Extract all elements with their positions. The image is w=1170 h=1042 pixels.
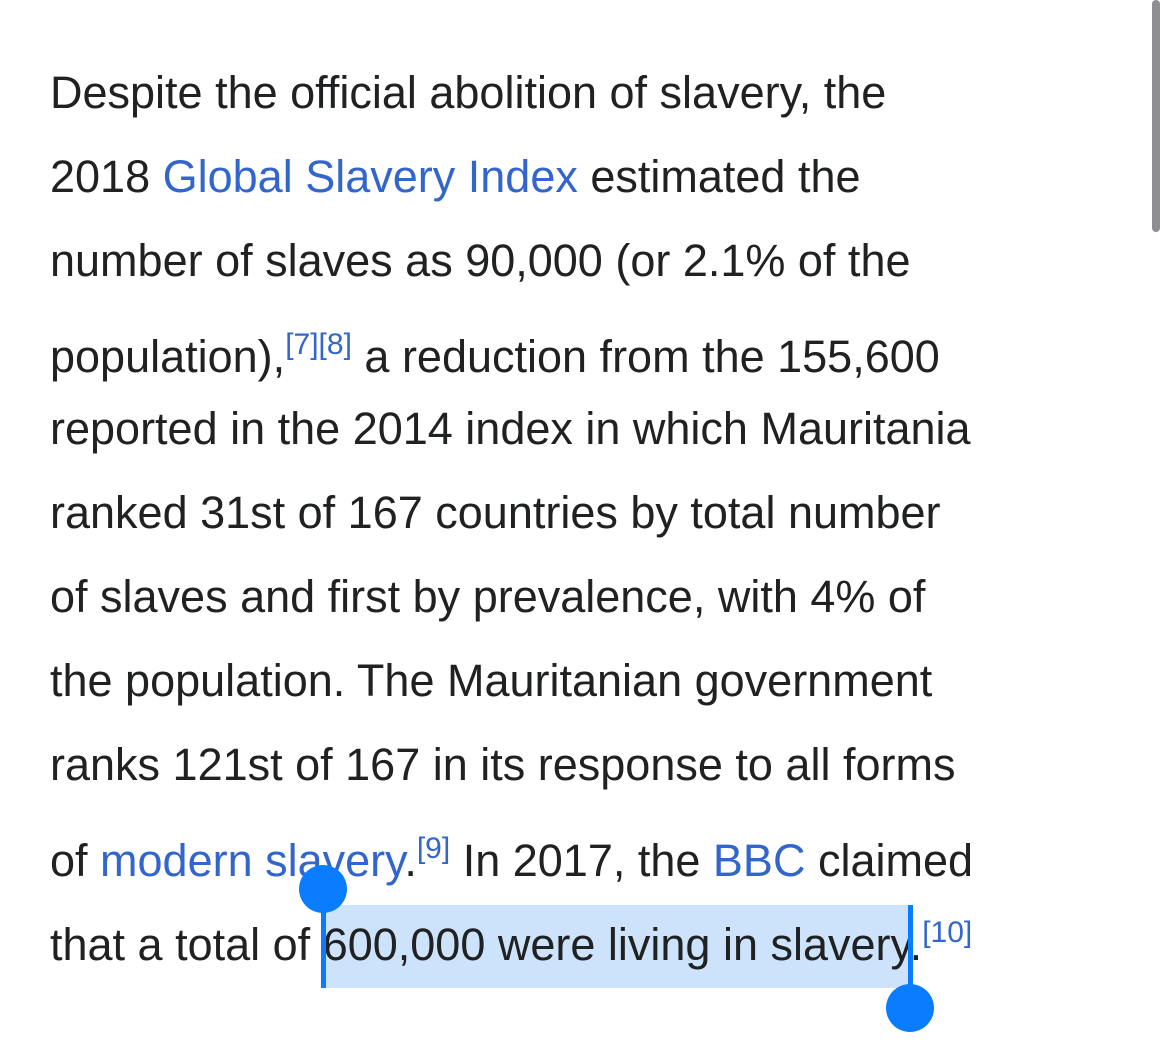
selection-start-bar[interactable] [320, 905, 326, 988]
text: claimed [805, 835, 974, 886]
selection-end-handle[interactable] [885, 984, 934, 1032]
text-line: of slaves and first by prevalence, with … [50, 555, 925, 639]
reference[interactable]: [7] [285, 328, 319, 361]
text-line: Despite the official abolition of slaver… [50, 51, 886, 135]
selection-end-bar[interactable] [907, 905, 913, 988]
text: 2018 [50, 151, 163, 202]
text: the population. The Mauritanian governme… [50, 655, 933, 706]
text: of slaves and first by prevalence, with … [50, 571, 926, 622]
reference[interactable]: [10] [922, 916, 973, 949]
link[interactable]: Global Slavery Index [162, 151, 578, 202]
text: of [50, 835, 101, 886]
text: . [404, 835, 417, 886]
text: that a total of [50, 919, 323, 970]
text-line: reported in the 2014 index in which Maur… [50, 387, 971, 471]
text-line: that a total of 600,000 were living in s… [50, 891, 973, 988]
reference[interactable]: [8] [318, 328, 352, 361]
selection-start-handle[interactable] [298, 865, 347, 913]
link[interactable]: modern slavery [100, 835, 405, 886]
text: . [909, 919, 923, 970]
scrollbar [1152, 0, 1160, 232]
text-line: ranks 121st of 167 in its response to al… [50, 723, 955, 807]
text: ranked 31st of 167 countries by total nu… [50, 487, 941, 538]
text: In 2017, the [450, 835, 713, 886]
text-line: population),[7][8] a reduction from the … [50, 303, 940, 387]
text-line: ranked 31st of 167 countries by total nu… [50, 471, 941, 555]
text: ranks 121st of 167 in its response to al… [50, 739, 956, 790]
link[interactable]: BBC [712, 835, 806, 886]
text: a reduction from the 155,600 [351, 331, 940, 382]
selected-text: 600,000 were living in slavery [322, 905, 910, 988]
text: Despite the official abolition of slaver… [50, 67, 887, 118]
reference[interactable]: [9] [416, 832, 451, 865]
text-line: number of slaves as 90,000 (or 2.1% of t… [50, 219, 911, 303]
text: estimated the [577, 151, 861, 202]
text-line: 2018 Global Slavery Index estimated the [50, 135, 861, 219]
text-line: the population. The Mauritanian governme… [50, 639, 932, 723]
text-line: of modern slavery.[9] In 2017, the BBC c… [50, 807, 973, 891]
text: reported in the 2014 index in which Maur… [50, 403, 971, 454]
text: population), [50, 331, 286, 382]
text: number of slaves as 90,000 (or 2.1% of t… [50, 235, 911, 286]
